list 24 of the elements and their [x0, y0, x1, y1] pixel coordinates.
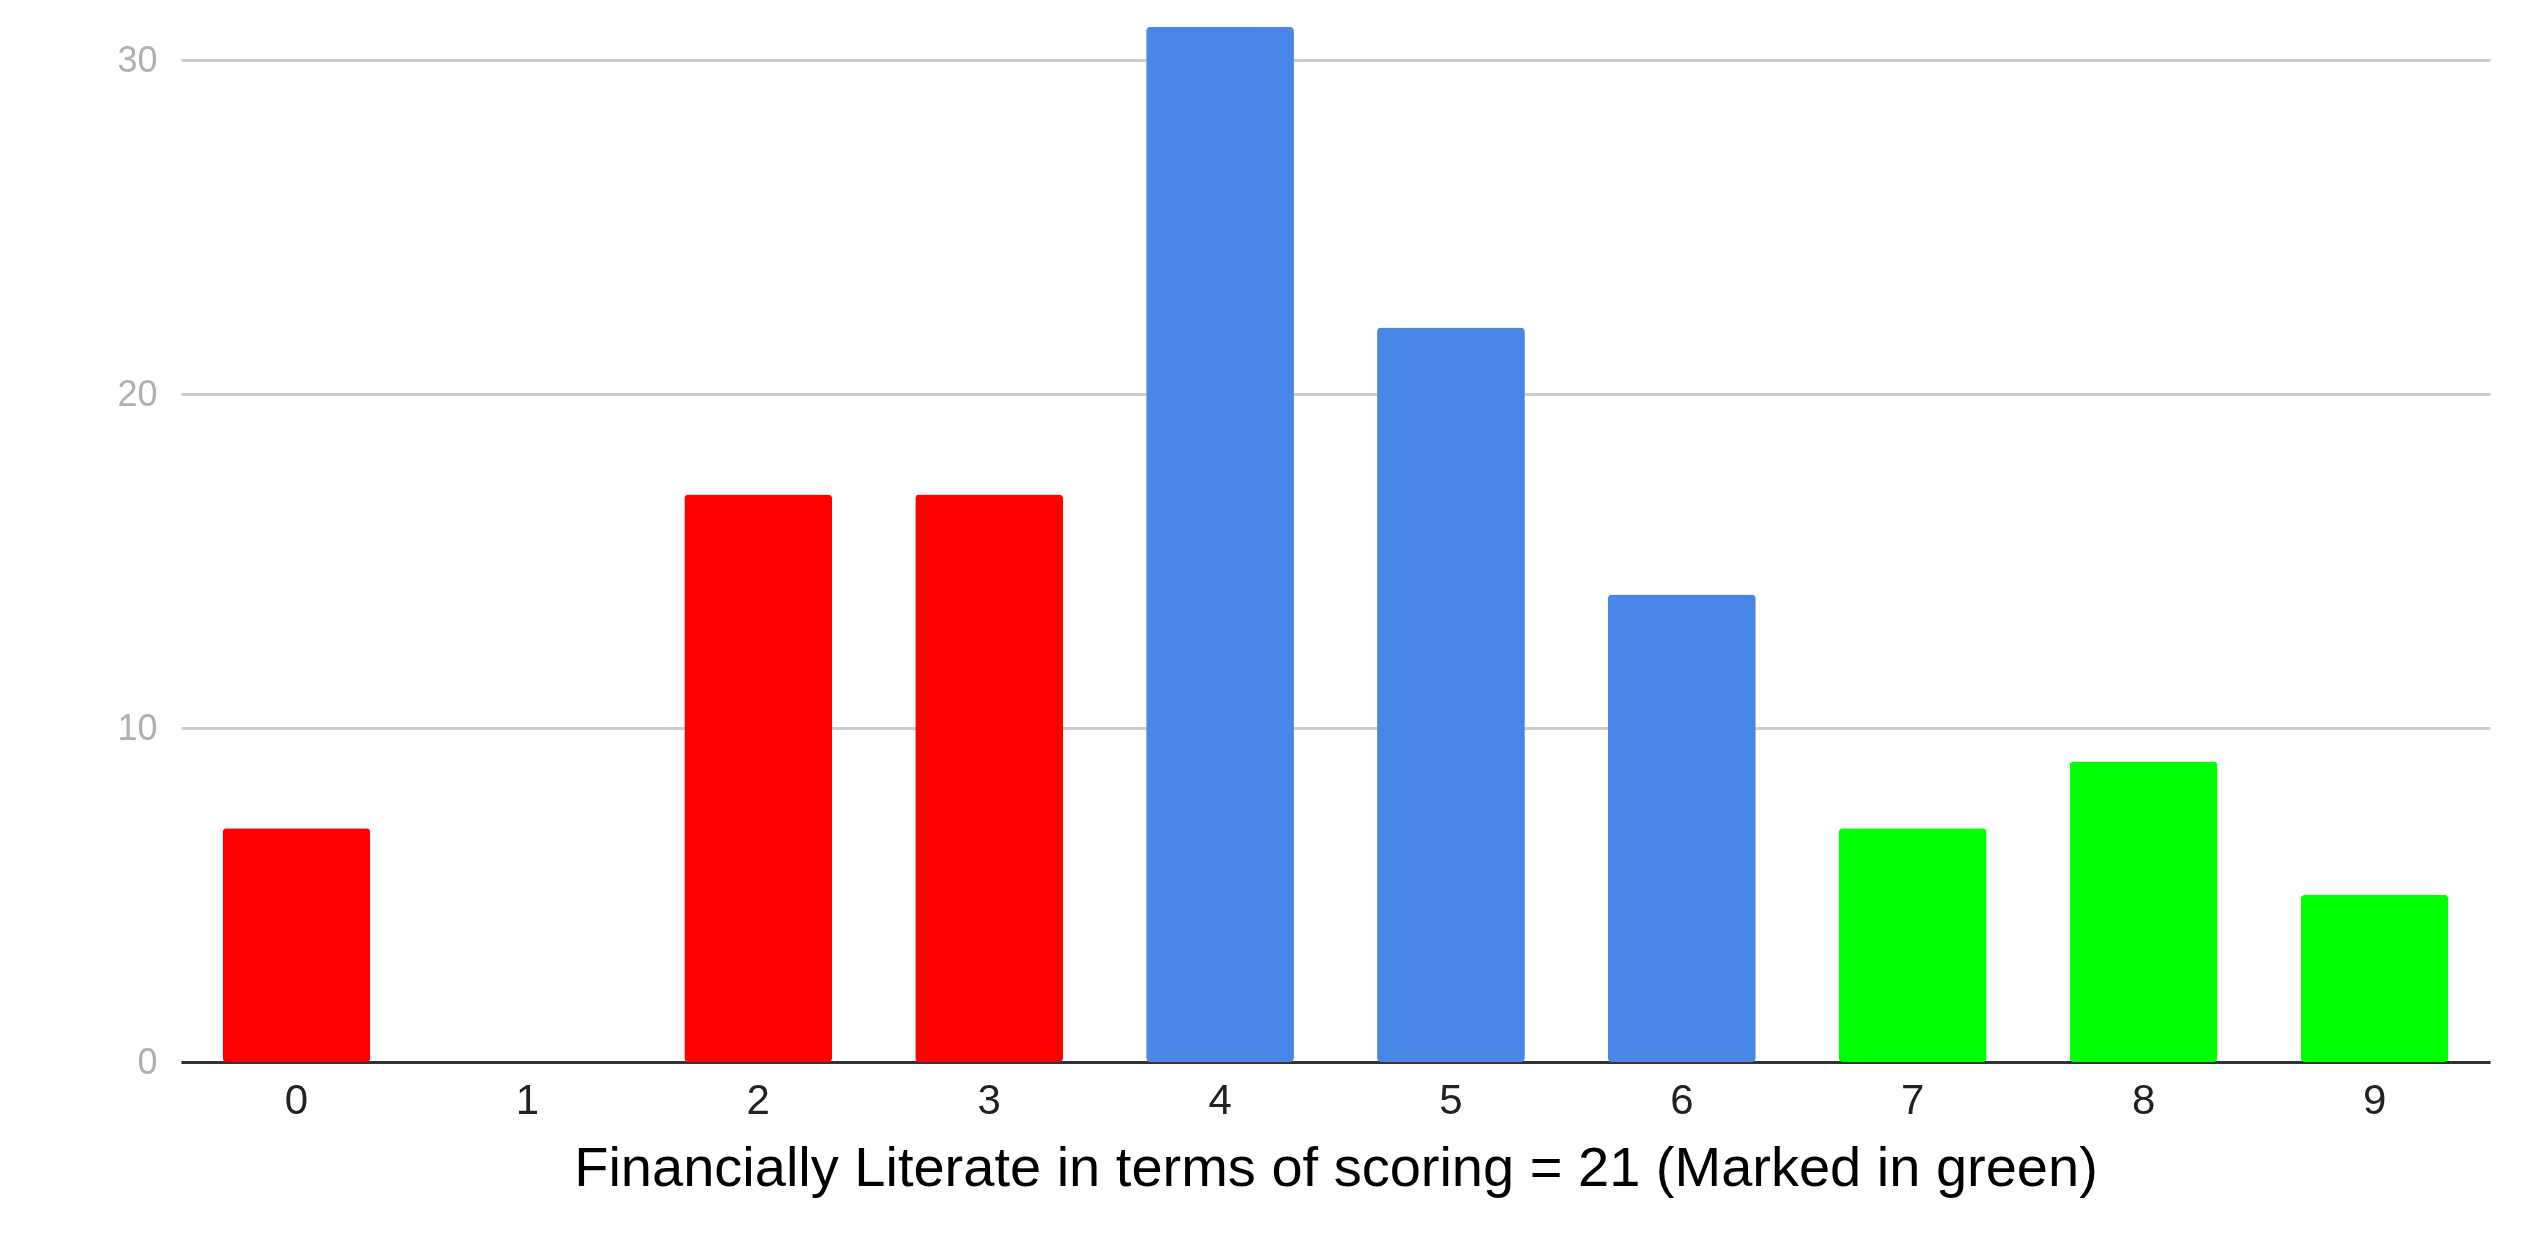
x-axis-title: Financially Literate in terms of scoring = 21 (Marked in green) [574, 1134, 2098, 1198]
y-tick-label: 30 [117, 38, 158, 80]
bar [684, 494, 833, 1062]
x-tick-label: 8 [2131, 1075, 2156, 1123]
bar [1377, 327, 1525, 1062]
x-tick-label: 4 [1208, 1075, 1232, 1123]
x-tick-label: 5 [1439, 1075, 1463, 1123]
y-tick-label: 20 [117, 372, 158, 414]
x-tick-label: 1 [515, 1075, 540, 1123]
bar [1146, 27, 1294, 1062]
x-tick-label: 6 [1670, 1075, 1694, 1123]
x-tick-label: 7 [1901, 1075, 1925, 1123]
bar [2300, 895, 2449, 1062]
y-tick-label: 10 [117, 706, 158, 748]
bar [222, 828, 371, 1062]
x-tick-label: 3 [977, 1075, 1001, 1123]
x-tick-label: 9 [2362, 1075, 2387, 1123]
y-tick-label: 0 [137, 1040, 158, 1082]
x-tick-label: 2 [746, 1075, 770, 1123]
bar [915, 494, 1064, 1062]
bar [1607, 594, 1756, 1062]
bar [2069, 761, 2218, 1062]
x-tick-label: 0 [284, 1075, 309, 1123]
bar [1838, 828, 1987, 1062]
